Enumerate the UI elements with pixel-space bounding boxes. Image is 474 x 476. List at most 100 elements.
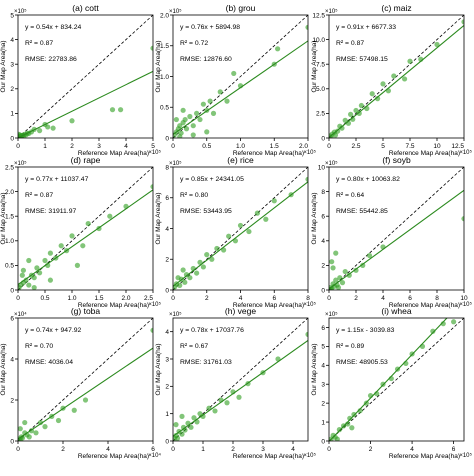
x-tick-label: 0.5 <box>202 143 211 150</box>
plot-area <box>329 318 464 441</box>
x-tick-label: 2.0 <box>299 143 308 150</box>
data-point <box>109 107 116 113</box>
data-point <box>451 319 457 325</box>
data-point <box>177 123 183 129</box>
x-tick-label: 8 <box>306 295 310 302</box>
x-axis-label: Reference Map Area(ha) <box>389 150 460 157</box>
y-axis-label: Our Map Area(ha) <box>311 40 318 92</box>
fit-annotation: y = 0.91x + 6677.33 <box>336 24 396 31</box>
y-tick-label: 1 <box>165 411 169 418</box>
data-point <box>200 413 206 419</box>
fit-annotation: RMSE: 22783.86 <box>25 56 77 63</box>
data-point <box>275 46 281 52</box>
x-tick-label: 2.5 <box>351 143 360 150</box>
data-point <box>236 394 242 400</box>
data-point <box>217 89 223 95</box>
x-exponent: ×10⁵ <box>148 301 161 308</box>
identity-line <box>18 15 153 138</box>
data-point <box>333 277 339 283</box>
x-tick-label: 2.0 <box>121 295 130 302</box>
panel-title: (d) rape <box>71 155 101 165</box>
data-point <box>18 426 23 432</box>
data-point <box>348 111 354 117</box>
data-point <box>226 233 232 239</box>
y-tick-label: 8 <box>165 164 169 171</box>
plot-area <box>173 15 308 138</box>
plot-frame <box>172 317 309 442</box>
fit-annotation: y = 1.15x - 3039.83 <box>336 327 395 334</box>
data-point <box>182 279 188 285</box>
y-tick-label: 5.0 <box>316 86 325 93</box>
y-exponent: ×10⁵ <box>325 311 338 318</box>
data-point <box>173 116 179 123</box>
x-tick-label: 3 <box>261 446 265 453</box>
data-point <box>55 417 62 424</box>
data-point <box>337 275 343 281</box>
data-point <box>335 284 342 290</box>
data-point <box>187 113 193 120</box>
y-tick-label: 0 <box>165 287 169 294</box>
x-axis-label: Reference Map Area(ha) <box>233 150 304 157</box>
data-point <box>356 110 362 116</box>
y-tick-label: 1.5 <box>5 214 14 221</box>
y-tick-label: 1.0 <box>5 238 14 245</box>
data-point <box>380 81 386 87</box>
fit-annotation: y = 0.77x + 11037.47 <box>25 176 89 183</box>
data-point <box>461 19 464 25</box>
fit-line <box>329 318 448 441</box>
x-exponent: ×10⁵ <box>303 149 316 156</box>
fit-line <box>173 181 308 287</box>
data-point <box>173 422 179 428</box>
data-point <box>118 107 124 113</box>
panel-title: (h) vege <box>225 306 256 316</box>
x-tick-label: 6 <box>452 446 456 453</box>
panel-b-grou: 0 0.5 1.0 1.5 2.000.51.01.52.0×10⁵×10⁵(b) gr… <box>155 3 317 157</box>
fit-annotation: R² = 0.67 <box>180 343 208 350</box>
x-exponent: ×10⁵ <box>148 149 161 156</box>
data-point <box>210 110 217 116</box>
data-point <box>440 321 446 327</box>
panel-h-vege: 0 1 2 3 4 0 1 2 3 4 ×10⁵ ×10⁵ (h) vege y = 0.78x + 17… <box>155 306 317 460</box>
data-point <box>200 101 206 107</box>
y-tick-label: 0 <box>10 287 14 294</box>
data-point <box>69 118 75 124</box>
y-tick-label: 5 <box>10 12 14 19</box>
y-axis-label: Our Map Area(ha) <box>0 40 7 92</box>
data-point <box>71 407 77 413</box>
fit-annotation: RMSE: 48905.53 <box>336 359 388 366</box>
x-exponent: ×10⁵ <box>459 301 472 308</box>
x-axis-label: Reference Map Area(ha) <box>389 453 460 460</box>
data-point <box>31 284 37 290</box>
data-point <box>375 96 381 102</box>
identity-line <box>329 318 464 441</box>
fit-line <box>18 347 153 440</box>
fit-annotation: y = 0.80x + 10063.82 <box>336 176 400 183</box>
data-point <box>107 213 113 219</box>
plot-area <box>18 15 153 138</box>
x-tick-label: 0 <box>327 143 331 150</box>
plot-area <box>173 167 308 290</box>
y-tick-label: 2.0 <box>5 189 14 196</box>
data-point <box>34 265 40 271</box>
data-point <box>224 400 230 406</box>
data-point <box>58 243 64 249</box>
x-tick-label: 1.0 <box>67 295 76 302</box>
fit-line <box>329 24 464 138</box>
data-point <box>207 98 213 104</box>
y-tick-label: 6 <box>10 315 14 322</box>
x-tick-label: 1.0 <box>236 143 245 150</box>
data-point <box>175 275 181 281</box>
fit-annotation: R² = 0.87 <box>336 40 364 47</box>
x-exponent: ×10⁵ <box>459 452 472 459</box>
y-tick-label: 2 <box>10 86 14 93</box>
data-point <box>31 275 37 281</box>
y-tick-label: 1.0 <box>160 74 169 81</box>
plot-frame <box>17 166 154 291</box>
x-tick-label: 5 <box>381 143 385 150</box>
fit-line <box>18 189 153 286</box>
data-point <box>45 124 51 130</box>
y-exponent: ×10⁵ <box>14 160 27 167</box>
